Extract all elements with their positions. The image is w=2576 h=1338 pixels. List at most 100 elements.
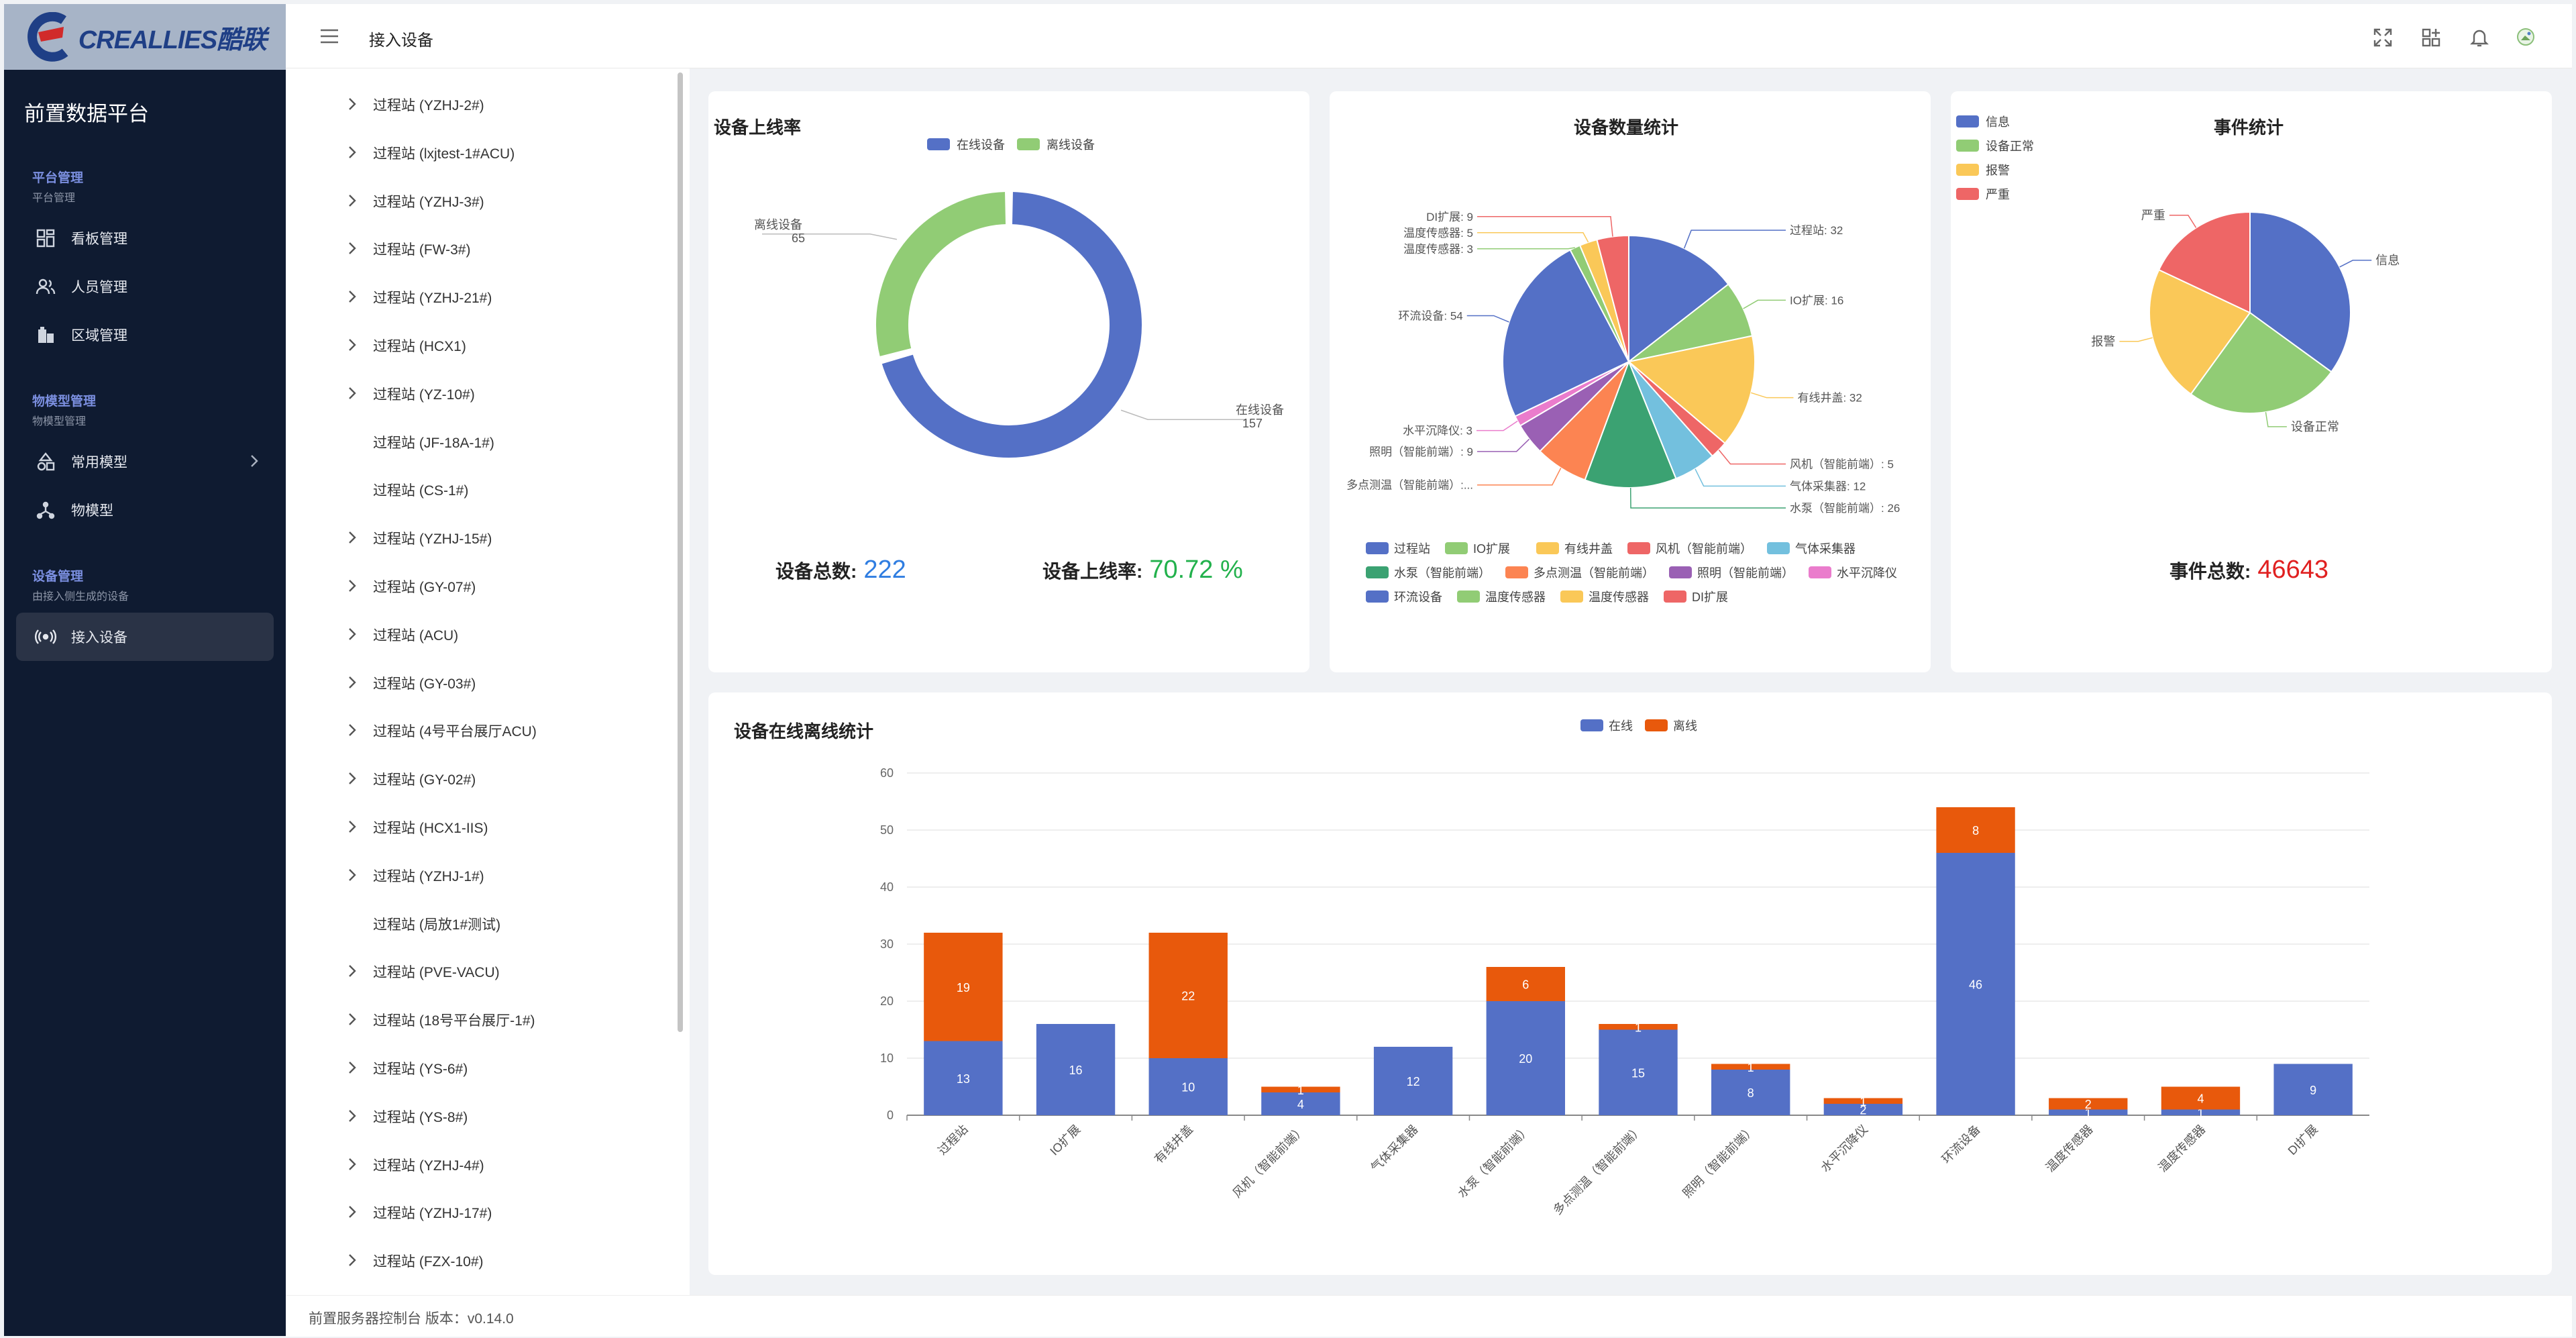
chevron-right-icon[interactable] — [347, 289, 357, 308]
legend-offline[interactable]: 离线设备 — [1017, 136, 1095, 153]
stat-label: 设备上线率: — [1042, 561, 1143, 582]
tree-node[interactable]: 过程站 (YS-6#) — [286, 1055, 675, 1082]
sidebar-item-users[interactable]: 人员管理 — [4, 262, 286, 311]
legend-label: 离线设备 — [1046, 138, 1095, 152]
chevron-right-icon[interactable] — [347, 97, 357, 115]
sidebar-item-common-models[interactable]: 常用模型 — [4, 438, 286, 486]
legend-item[interactable]: 多点测温（智能前端） — [1505, 566, 1654, 580]
legend-swatch — [1956, 115, 1979, 127]
chevron-right-icon[interactable] — [347, 675, 357, 694]
tree-node[interactable]: 过程站 (JF-18A-1#) — [286, 429, 675, 456]
legend-item[interactable]: 风机（智能前端） — [1627, 542, 1752, 556]
legend-item[interactable]: 过程站 — [1366, 542, 1430, 556]
add-widget-icon[interactable] — [2420, 27, 2442, 48]
legend-item[interactable]: IO扩展 — [1445, 542, 1510, 556]
chevron-right-icon[interactable] — [347, 1157, 357, 1176]
bar-segment — [924, 1041, 1003, 1115]
tree-node[interactable]: 过程站 (FZX-10#) — [286, 1247, 675, 1274]
legend-item[interactable]: 照明（智能前端） — [1669, 566, 1794, 580]
chevron-right-icon[interactable] — [347, 145, 357, 164]
y-tick-label: 60 — [880, 766, 894, 780]
legend-online[interactable]: 在线设备 — [927, 136, 1005, 153]
legend-item[interactable]: 气体采集器 — [1767, 542, 1856, 556]
x-tick-label: 照明（智能前端） — [1680, 1123, 1758, 1200]
slice-label: 风机（智能前端）: 5 — [1790, 458, 1894, 470]
stat-value: 46643 — [2257, 556, 2328, 584]
chevron-right-icon[interactable] — [347, 386, 357, 405]
chevron-right-icon[interactable] — [347, 1109, 357, 1127]
tree-node[interactable]: 过程站 (4号平台展厅ACU) — [286, 717, 675, 744]
card-title: 设备数量统计 — [1574, 117, 1679, 138]
avatar[interactable] — [2516, 27, 2537, 48]
legend-item[interactable]: 有线井盖 — [1536, 542, 1613, 556]
chevron-right-icon[interactable] — [347, 338, 357, 356]
sidebar-item-thing-model[interactable]: 物模型 — [4, 486, 286, 534]
legend-item[interactable]: 信息 — [1956, 115, 2010, 129]
legend-item[interactable]: 报警 — [1956, 164, 2010, 177]
tree-node[interactable]: 过程站 (YZHJ-2#) — [286, 91, 675, 118]
chevron-right-icon[interactable] — [347, 723, 357, 741]
tree-node[interactable]: 过程站 (lxjtest-1#ACU) — [286, 140, 675, 166]
tree-node[interactable]: 过程站 (局放1#测试) — [286, 911, 675, 937]
tree-node[interactable]: 过程站 (18号平台展厅-1#) — [286, 1007, 675, 1033]
chevron-right-icon[interactable] — [347, 1253, 357, 1272]
legend-item[interactable]: DI扩展 — [1664, 590, 1728, 604]
menu-toggle-icon[interactable] — [319, 28, 339, 48]
y-tick-label: 50 — [880, 823, 894, 837]
tree-node[interactable]: 过程站 (FW-3#) — [286, 236, 675, 262]
chevron-right-icon[interactable] — [347, 868, 357, 886]
tree-node[interactable]: 过程站 (CS-1#) — [286, 476, 675, 503]
tree-node[interactable]: 过程站 (YZ-10#) — [286, 380, 675, 407]
online-offline-bar-chart: 在线 离线01020304050601319过程站16IO扩展1022有线井盖41… — [880, 719, 2369, 1217]
chevron-right-icon[interactable] — [347, 819, 357, 838]
chevron-right-icon[interactable] — [347, 578, 357, 597]
tree-node[interactable]: 过程站 (YZHJ-3#) — [286, 188, 675, 215]
legend-swatch — [1664, 590, 1686, 603]
legend-item[interactable]: 温度传感器 — [1560, 590, 1649, 604]
legend-item[interactable]: 温度传感器 — [1457, 590, 1546, 604]
legend-item[interactable]: 在线 — [1580, 719, 1633, 733]
tree-scrollbar[interactable] — [678, 72, 683, 1032]
tree-node[interactable]: 过程站 (ACU) — [286, 621, 675, 648]
legend-item[interactable]: 水平沉降仪 — [1809, 566, 1897, 580]
legend-item[interactable]: 水泵（智能前端） — [1366, 566, 1491, 580]
chevron-right-icon[interactable] — [347, 964, 357, 982]
legend-item[interactable]: 环流设备 — [1366, 590, 1442, 604]
tree-node[interactable]: 过程站 (PVE-VACU) — [286, 958, 675, 985]
label-leader-line — [1743, 299, 1786, 309]
x-tick-label: 环流设备 — [1939, 1123, 1983, 1166]
bar-value-label: 4 — [1297, 1098, 1304, 1111]
bar-value-label: 9 — [2310, 1084, 2316, 1097]
tree-node[interactable]: 过程站 (HCX1) — [286, 332, 675, 359]
legend-item[interactable]: 离线 — [1645, 719, 1697, 733]
legend-item[interactable]: 设备正常 — [1956, 140, 2034, 153]
tree-node[interactable]: 过程站 (YZHJ-4#) — [286, 1151, 675, 1178]
tree-node[interactable]: 过程站 (HCX1-IIS) — [286, 814, 675, 841]
tree-node[interactable]: 过程站 (GY-03#) — [286, 670, 675, 697]
notification-bell-icon[interactable] — [2469, 27, 2490, 48]
chevron-right-icon[interactable] — [347, 1204, 357, 1223]
sidebar-item-access-devices[interactable]: 接入设备 — [16, 613, 274, 661]
legend-item[interactable]: 严重 — [1956, 188, 2010, 201]
chevron-right-icon[interactable] — [347, 1012, 357, 1031]
chevron-right-icon[interactable] — [347, 193, 357, 212]
tree-node[interactable]: 过程站 (YZHJ-21#) — [286, 284, 675, 311]
tree-node[interactable]: 过程站 (YZHJ-1#) — [286, 862, 675, 889]
chevron-right-icon[interactable] — [347, 241, 357, 260]
sidebar-item-dashboard[interactable]: 看板管理 — [4, 214, 286, 262]
tree-node[interactable]: 过程站 (GY-02#) — [286, 766, 675, 792]
tree-node[interactable]: 过程站 (YZHJ-17#) — [286, 1199, 675, 1226]
tree-node[interactable]: 过程站 (YZHJ-15#) — [286, 525, 675, 552]
fullscreen-icon[interactable] — [2372, 27, 2394, 48]
nav-group-subtitle: 平台管理 — [32, 193, 76, 204]
sidebar-item-areas[interactable]: 区域管理 — [4, 311, 286, 359]
x-tick-label: DI扩展 — [2286, 1123, 2320, 1157]
tree-node[interactable]: 过程站 (YS-8#) — [286, 1103, 675, 1130]
bar-segment — [1261, 1092, 1340, 1115]
chevron-right-icon[interactable] — [347, 627, 357, 646]
tree-node[interactable]: 过程站 (GY-07#) — [286, 573, 675, 600]
chevron-right-icon[interactable] — [347, 530, 357, 549]
chevron-right-icon[interactable] — [347, 771, 357, 790]
chevron-right-icon[interactable] — [347, 1060, 357, 1079]
bar-segment — [1148, 933, 1228, 1058]
